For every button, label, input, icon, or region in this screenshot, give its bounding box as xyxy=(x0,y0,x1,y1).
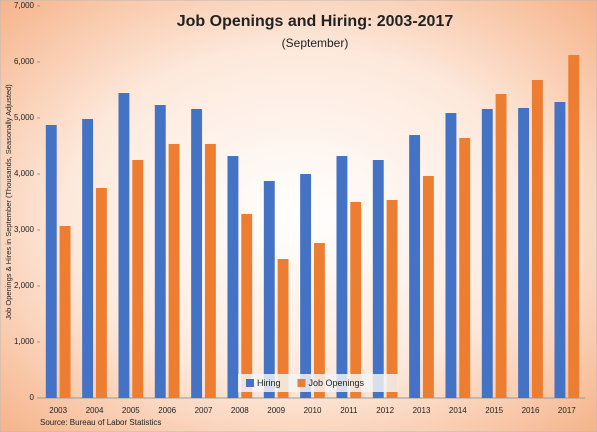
x-tick-label: 2009 xyxy=(267,406,285,415)
x-tick-label: 2011 xyxy=(340,406,358,415)
bar xyxy=(495,93,507,398)
bar xyxy=(241,213,253,398)
legend-swatch xyxy=(246,379,254,387)
bar xyxy=(300,174,312,398)
bar xyxy=(386,199,398,398)
chart-title: Job Openings and Hiring: 2003-2017 xyxy=(177,13,454,30)
x-tick-label: 2012 xyxy=(376,406,394,415)
bar xyxy=(568,55,580,398)
bar xyxy=(59,226,71,398)
legend-label: Job Openings xyxy=(309,378,365,388)
bar xyxy=(422,176,434,398)
bar xyxy=(518,107,530,398)
bar xyxy=(191,108,203,398)
y-tick-label: 5,000 xyxy=(14,113,35,122)
chart-subtitle: (September) xyxy=(282,36,349,50)
bar xyxy=(459,137,471,398)
bar xyxy=(350,202,362,398)
source-note: Source: Bureau of Labor Statistics xyxy=(40,418,161,427)
x-tick-label: 2006 xyxy=(158,406,176,415)
bar xyxy=(168,143,180,398)
x-tick-label: 2015 xyxy=(485,406,503,415)
bar xyxy=(372,160,384,398)
y-tick-label: 1,000 xyxy=(14,337,35,346)
bar xyxy=(154,105,166,399)
bar xyxy=(481,108,493,398)
bar xyxy=(118,93,130,399)
y-tick-label: 3,000 xyxy=(14,225,35,234)
x-tick-label: 2014 xyxy=(449,406,467,415)
x-tick-label: 2005 xyxy=(122,406,140,415)
y-tick-label: 6,000 xyxy=(14,57,35,66)
x-tick-label: 2017 xyxy=(558,406,576,415)
y-tick-label: 0 xyxy=(30,393,35,402)
legend-box xyxy=(238,374,398,392)
bar xyxy=(531,79,543,398)
bar xyxy=(277,259,289,398)
x-tick-label: 2003 xyxy=(49,406,67,415)
bar xyxy=(227,156,239,398)
bar xyxy=(554,101,566,398)
x-tick-label: 2007 xyxy=(195,406,213,415)
y-tick-label: 7,000 xyxy=(14,1,35,10)
y-tick-label: 4,000 xyxy=(14,169,35,178)
bar xyxy=(445,113,457,399)
bar xyxy=(204,143,216,398)
bar xyxy=(336,156,348,398)
x-tick-label: 2013 xyxy=(413,406,431,415)
bar xyxy=(409,135,421,399)
bar xyxy=(313,242,325,398)
y-tick-label: 2,000 xyxy=(14,281,35,290)
x-tick-label: 2008 xyxy=(231,406,249,415)
bar xyxy=(82,119,94,399)
x-tick-label: 2010 xyxy=(304,406,322,415)
x-tick-label: 2016 xyxy=(522,406,540,415)
bar xyxy=(45,125,57,398)
y-axis-label: Job Openings & Hires in September (Thous… xyxy=(4,84,13,320)
bar xyxy=(132,160,144,398)
bar xyxy=(263,181,275,398)
x-tick-label: 2004 xyxy=(86,406,104,415)
bar xyxy=(95,188,107,398)
legend-label: Hiring xyxy=(257,378,281,388)
legend-swatch xyxy=(297,379,306,387)
